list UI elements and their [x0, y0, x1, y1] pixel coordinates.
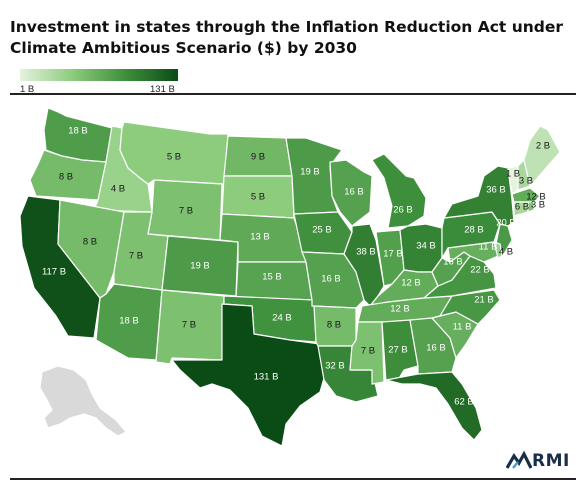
- label-ny: 36 B: [486, 185, 506, 196]
- chart-title: Investment in states through the Inflati…: [10, 18, 564, 57]
- label-co: 19 B: [190, 261, 210, 272]
- state-fl: [385, 371, 483, 441]
- state-ma: [511, 187, 541, 203]
- label-nc: 21 B: [474, 295, 494, 306]
- legend-min-label: 1 B: [20, 84, 35, 95]
- rmi-logo-mark-icon: [505, 450, 533, 469]
- label-ky: 12 B: [401, 278, 421, 289]
- label-ms: 7 B: [361, 346, 375, 357]
- label-ne: 13 B: [250, 232, 270, 243]
- label-ca: 117 B: [42, 267, 66, 278]
- label-mn: 19 B: [300, 167, 320, 178]
- label-me: 2 B: [536, 141, 550, 152]
- label-fl: 62 B: [454, 397, 474, 408]
- state-mi: [371, 153, 427, 229]
- label-mi: 26 B: [393, 205, 413, 216]
- label-va: 22 B: [470, 265, 490, 276]
- label-tx: 131 B: [254, 372, 279, 383]
- label-md: 11 B: [479, 242, 498, 253]
- label-nd: 9 B: [251, 152, 265, 163]
- state-me: [523, 125, 561, 187]
- label-la: 32 B: [325, 361, 345, 372]
- logo-text: RMI: [532, 451, 570, 471]
- state-ri: [527, 201, 535, 213]
- label-nv: 8 B: [83, 237, 97, 248]
- label-de: 4 B: [499, 247, 513, 258]
- label-pa: 28 B: [464, 225, 484, 236]
- label-oh: 34 B: [416, 241, 436, 252]
- state-wi: [329, 159, 373, 227]
- label-nm: 7 B: [182, 320, 196, 331]
- top-divider: [10, 93, 576, 95]
- state-value-labels: 18 B 8 B 117 B 4 B 8 B 5 B 7 B 7 B 18 B …: [42, 126, 550, 408]
- label-nj: 20 B: [496, 218, 516, 229]
- bottom-divider: [10, 478, 576, 480]
- label-vt: 1 B: [506, 169, 520, 180]
- label-ok: 24 B: [272, 313, 292, 324]
- label-wa: 18 B: [68, 126, 88, 137]
- label-ut: 7 B: [129, 251, 143, 262]
- legend-color-scale: [20, 69, 178, 81]
- label-il: 38 B: [356, 247, 376, 258]
- label-in: 17 B: [383, 249, 403, 260]
- state-tx: [171, 303, 325, 447]
- label-sd: 5 B: [251, 192, 265, 203]
- label-wv: 16 B: [443, 257, 463, 268]
- label-ri: 6 B: [515, 202, 529, 213]
- label-az: 18 B: [119, 316, 139, 327]
- label-mo: 16 B: [321, 274, 341, 285]
- state-ms: [349, 321, 385, 385]
- label-nh: 3 B: [519, 176, 533, 187]
- label-sc: 11 B: [453, 322, 472, 333]
- label-ma: 12 B: [526, 192, 546, 203]
- label-ct: 3 B: [531, 200, 545, 211]
- label-mt: 5 B: [167, 152, 181, 163]
- label-wi: 16 B: [344, 187, 364, 198]
- label-ga: 16 B: [426, 343, 446, 354]
- legend-max-label: 131 B: [150, 84, 175, 95]
- label-al: 27 B: [388, 345, 408, 356]
- rmi-logo: RMI: [505, 450, 576, 472]
- label-wy: 7 B: [179, 206, 193, 217]
- label-ar: 8 B: [327, 320, 341, 331]
- label-ks: 15 B: [262, 272, 282, 283]
- state-mt: [119, 121, 229, 185]
- state-ak: [39, 365, 127, 437]
- label-tn: 12 B: [390, 304, 410, 315]
- label-id: 4 B: [111, 184, 125, 195]
- label-or: 8 B: [59, 172, 73, 183]
- label-ia: 25 B: [312, 225, 332, 236]
- state-de: [493, 241, 503, 259]
